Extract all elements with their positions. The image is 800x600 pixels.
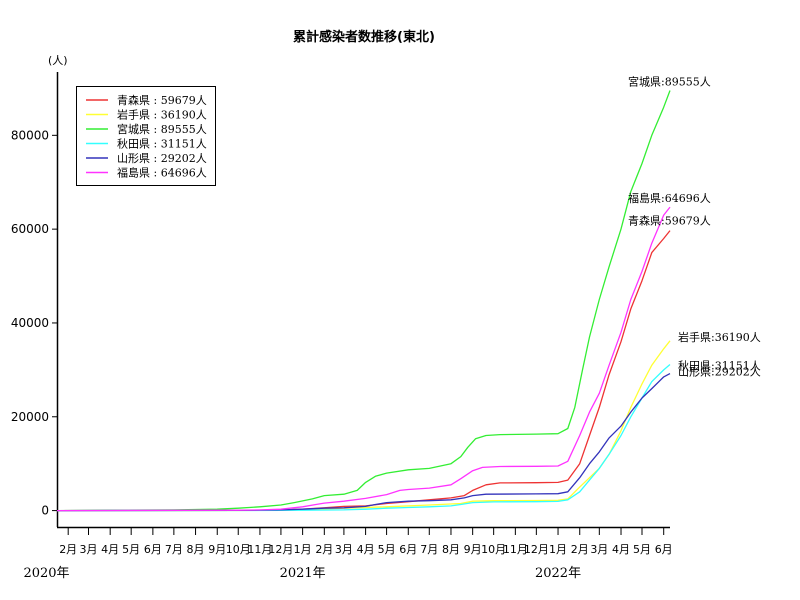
x-tick-label: 2月 — [59, 543, 77, 556]
year-label: 2021年 — [280, 566, 326, 581]
x-tick-label: 5月 — [122, 543, 140, 556]
series-end-label: 福島県:64696人 — [628, 191, 711, 205]
series-end-label: 岩手県:36190人 — [678, 330, 761, 344]
series-lines — [56, 90, 671, 512]
y-tick-label: 60000 — [11, 222, 49, 236]
series-line — [56, 364, 671, 512]
x-tick-label: 8月 — [442, 543, 460, 556]
year-labels: 2020年 2021年 2022年 — [23, 566, 581, 581]
legend-item-label: 岩手県 : 36190人 — [117, 108, 207, 122]
legend-item-label: 福島県 : 64696人 — [117, 166, 207, 180]
series-line — [56, 90, 671, 512]
x-tick-label: 4月 — [101, 543, 119, 556]
year-label: 2020年 — [23, 566, 69, 581]
chart-title: 累計感染者数推移(東北) — [293, 29, 435, 45]
x-tick-label: 5月 — [633, 543, 651, 556]
x-tick-label: 12月 — [524, 543, 549, 556]
x-tick-label: 9月 — [464, 543, 482, 556]
x-tick-label: 7月 — [165, 543, 183, 556]
x-tick-label: 11月 — [247, 543, 272, 556]
year-label: 2022年 — [535, 566, 581, 581]
series-line — [56, 230, 671, 512]
y-tick-label: 40000 — [11, 316, 49, 330]
x-tick-label: 12月 — [268, 543, 293, 556]
x-tick-label: 1月 — [549, 543, 567, 556]
legend-item-label: 青森県 : 59679人 — [117, 93, 207, 107]
axes — [56, 72, 670, 529]
x-tick-label: 10月 — [481, 543, 506, 556]
x-tick-label: 3月 — [590, 543, 608, 556]
x-tick-label: 5月 — [378, 543, 396, 556]
legend-box — [76, 86, 216, 186]
y-tick-label: 80000 — [11, 128, 49, 142]
series-end-label: 宮城県:89555人 — [628, 75, 711, 89]
x-tick-label: 6月 — [655, 543, 673, 556]
legend-item-label: 山形県 : 29202人 — [117, 152, 207, 165]
x-tick-label: 3月 — [79, 543, 97, 556]
series-end-label: 青森県:59679人 — [628, 214, 711, 228]
legend-item-label: 宮城県 : 89555人 — [117, 122, 207, 136]
x-tick-label: 4月 — [357, 543, 375, 556]
x-tick-label: 2月 — [571, 543, 589, 556]
series-end-label: 山形県:29202人 — [678, 366, 761, 379]
series-line — [56, 340, 671, 512]
x-tick-label: 8月 — [187, 543, 205, 556]
series-end-label: 秋田県:31151人 — [678, 358, 761, 372]
x-tick-label: 1月 — [294, 543, 312, 556]
legend-item-label: 秋田県 : 31151人 — [117, 137, 207, 151]
y-axis-unit-label: (人) — [48, 54, 68, 67]
y-tick-label: 0 — [41, 504, 49, 518]
x-tick-label: 9月 — [208, 543, 226, 556]
series-line — [56, 373, 671, 512]
x-tick-label: 11月 — [503, 543, 528, 556]
x-tick-label: 6月 — [399, 543, 417, 556]
x-tick-label: 10月 — [226, 543, 251, 556]
series-line — [56, 206, 671, 512]
x-tick-label: 4月 — [612, 543, 630, 556]
x-tick-label: 7月 — [420, 543, 438, 556]
x-tick-label: 6月 — [144, 543, 162, 556]
x-tick-label: 3月 — [335, 543, 353, 556]
y-ticks: 0 20000 40000 60000 80000 — [11, 128, 57, 518]
y-tick-label: 20000 — [11, 410, 49, 424]
x-tick-label: 2月 — [315, 543, 333, 556]
